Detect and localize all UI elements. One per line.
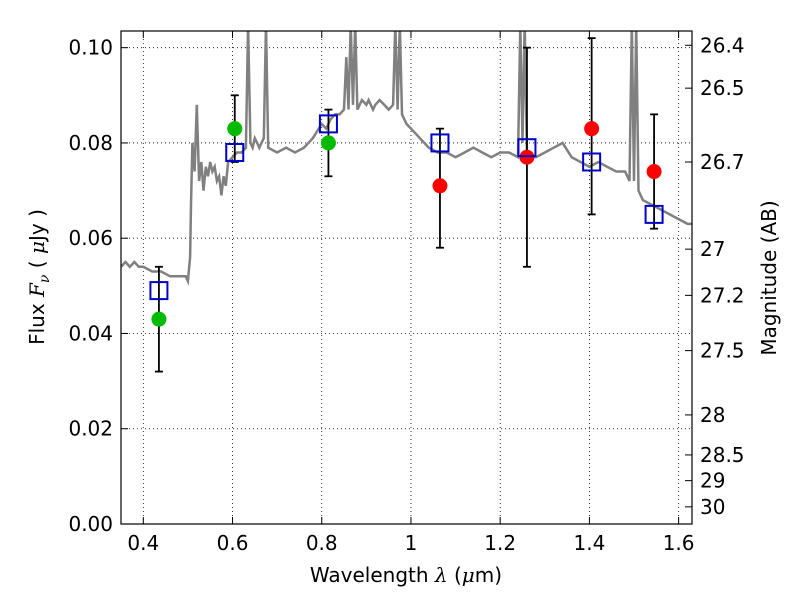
error-bars <box>154 37 659 373</box>
y-tick-labels: 0.00 0.02 0.04 0.06 0.08 0.10 <box>68 36 113 536</box>
x-tick-label: 1.6 <box>663 531 695 555</box>
open-square-marker <box>149 281 169 301</box>
open-square-marker <box>517 138 537 158</box>
y2-tick-label: 28.5 <box>700 443 745 467</box>
x-tick-label: 0.6 <box>217 531 249 555</box>
x-tick-label: 1.2 <box>484 531 516 555</box>
filled-circle-marker <box>646 164 662 180</box>
y2-axis-title: Magnitude (AB) <box>757 200 781 355</box>
y2-tick-label: 29 <box>700 469 725 493</box>
y2-tick-label: 26.5 <box>700 76 745 100</box>
filled-circle-marker <box>227 121 243 137</box>
x-tick-label: 1.4 <box>573 531 605 555</box>
filled-circle-marker <box>151 311 167 327</box>
y-tick-label: 0.08 <box>68 131 113 155</box>
plot-frame <box>120 30 693 525</box>
y-tick-label: 0.00 <box>68 512 113 536</box>
y2-tick-label: 30 <box>700 495 725 519</box>
x-axis-title: Wavelength λ (μm) <box>310 563 502 587</box>
open-square-marker <box>582 152 602 172</box>
filled-circle-marker <box>519 149 535 165</box>
y-axis-title: Flux Fν ( μJy ) <box>25 209 53 345</box>
x-tick-label: 0.4 <box>127 531 159 555</box>
y2-tick-label: 28 <box>700 403 725 427</box>
y-tick-label: 0.04 <box>68 321 113 345</box>
y2-tick-label: 27.2 <box>700 283 745 307</box>
plot-area <box>121 31 692 373</box>
x-tick-label: 0.8 <box>306 531 338 555</box>
open-square-marker <box>318 114 338 134</box>
y2-tick-label: 26.7 <box>700 150 745 174</box>
data-markers <box>149 114 664 327</box>
grid-lines <box>121 31 692 525</box>
filled-circle-marker <box>584 121 600 137</box>
y-tick-label: 0.02 <box>68 417 113 441</box>
open-square-marker <box>225 142 245 162</box>
y2-tick-label: 27.5 <box>700 339 745 363</box>
filled-circle-marker <box>320 135 336 151</box>
y-tick-label: 0.10 <box>68 36 113 60</box>
filled-circle-marker <box>432 178 448 194</box>
y2-tick-label: 26.4 <box>700 33 745 57</box>
x-tick-labels: 0.4 0.6 0.8 1 1.2 1.4 1.6 <box>127 531 694 555</box>
open-square-marker <box>644 204 664 224</box>
y2-tick-label: 27 <box>700 237 725 261</box>
x-tick-label: 1 <box>405 531 418 555</box>
open-square-marker <box>430 133 450 153</box>
axis-ticks <box>121 31 692 525</box>
model-spectrum-line <box>121 31 692 286</box>
y-tick-label: 0.06 <box>68 226 113 250</box>
